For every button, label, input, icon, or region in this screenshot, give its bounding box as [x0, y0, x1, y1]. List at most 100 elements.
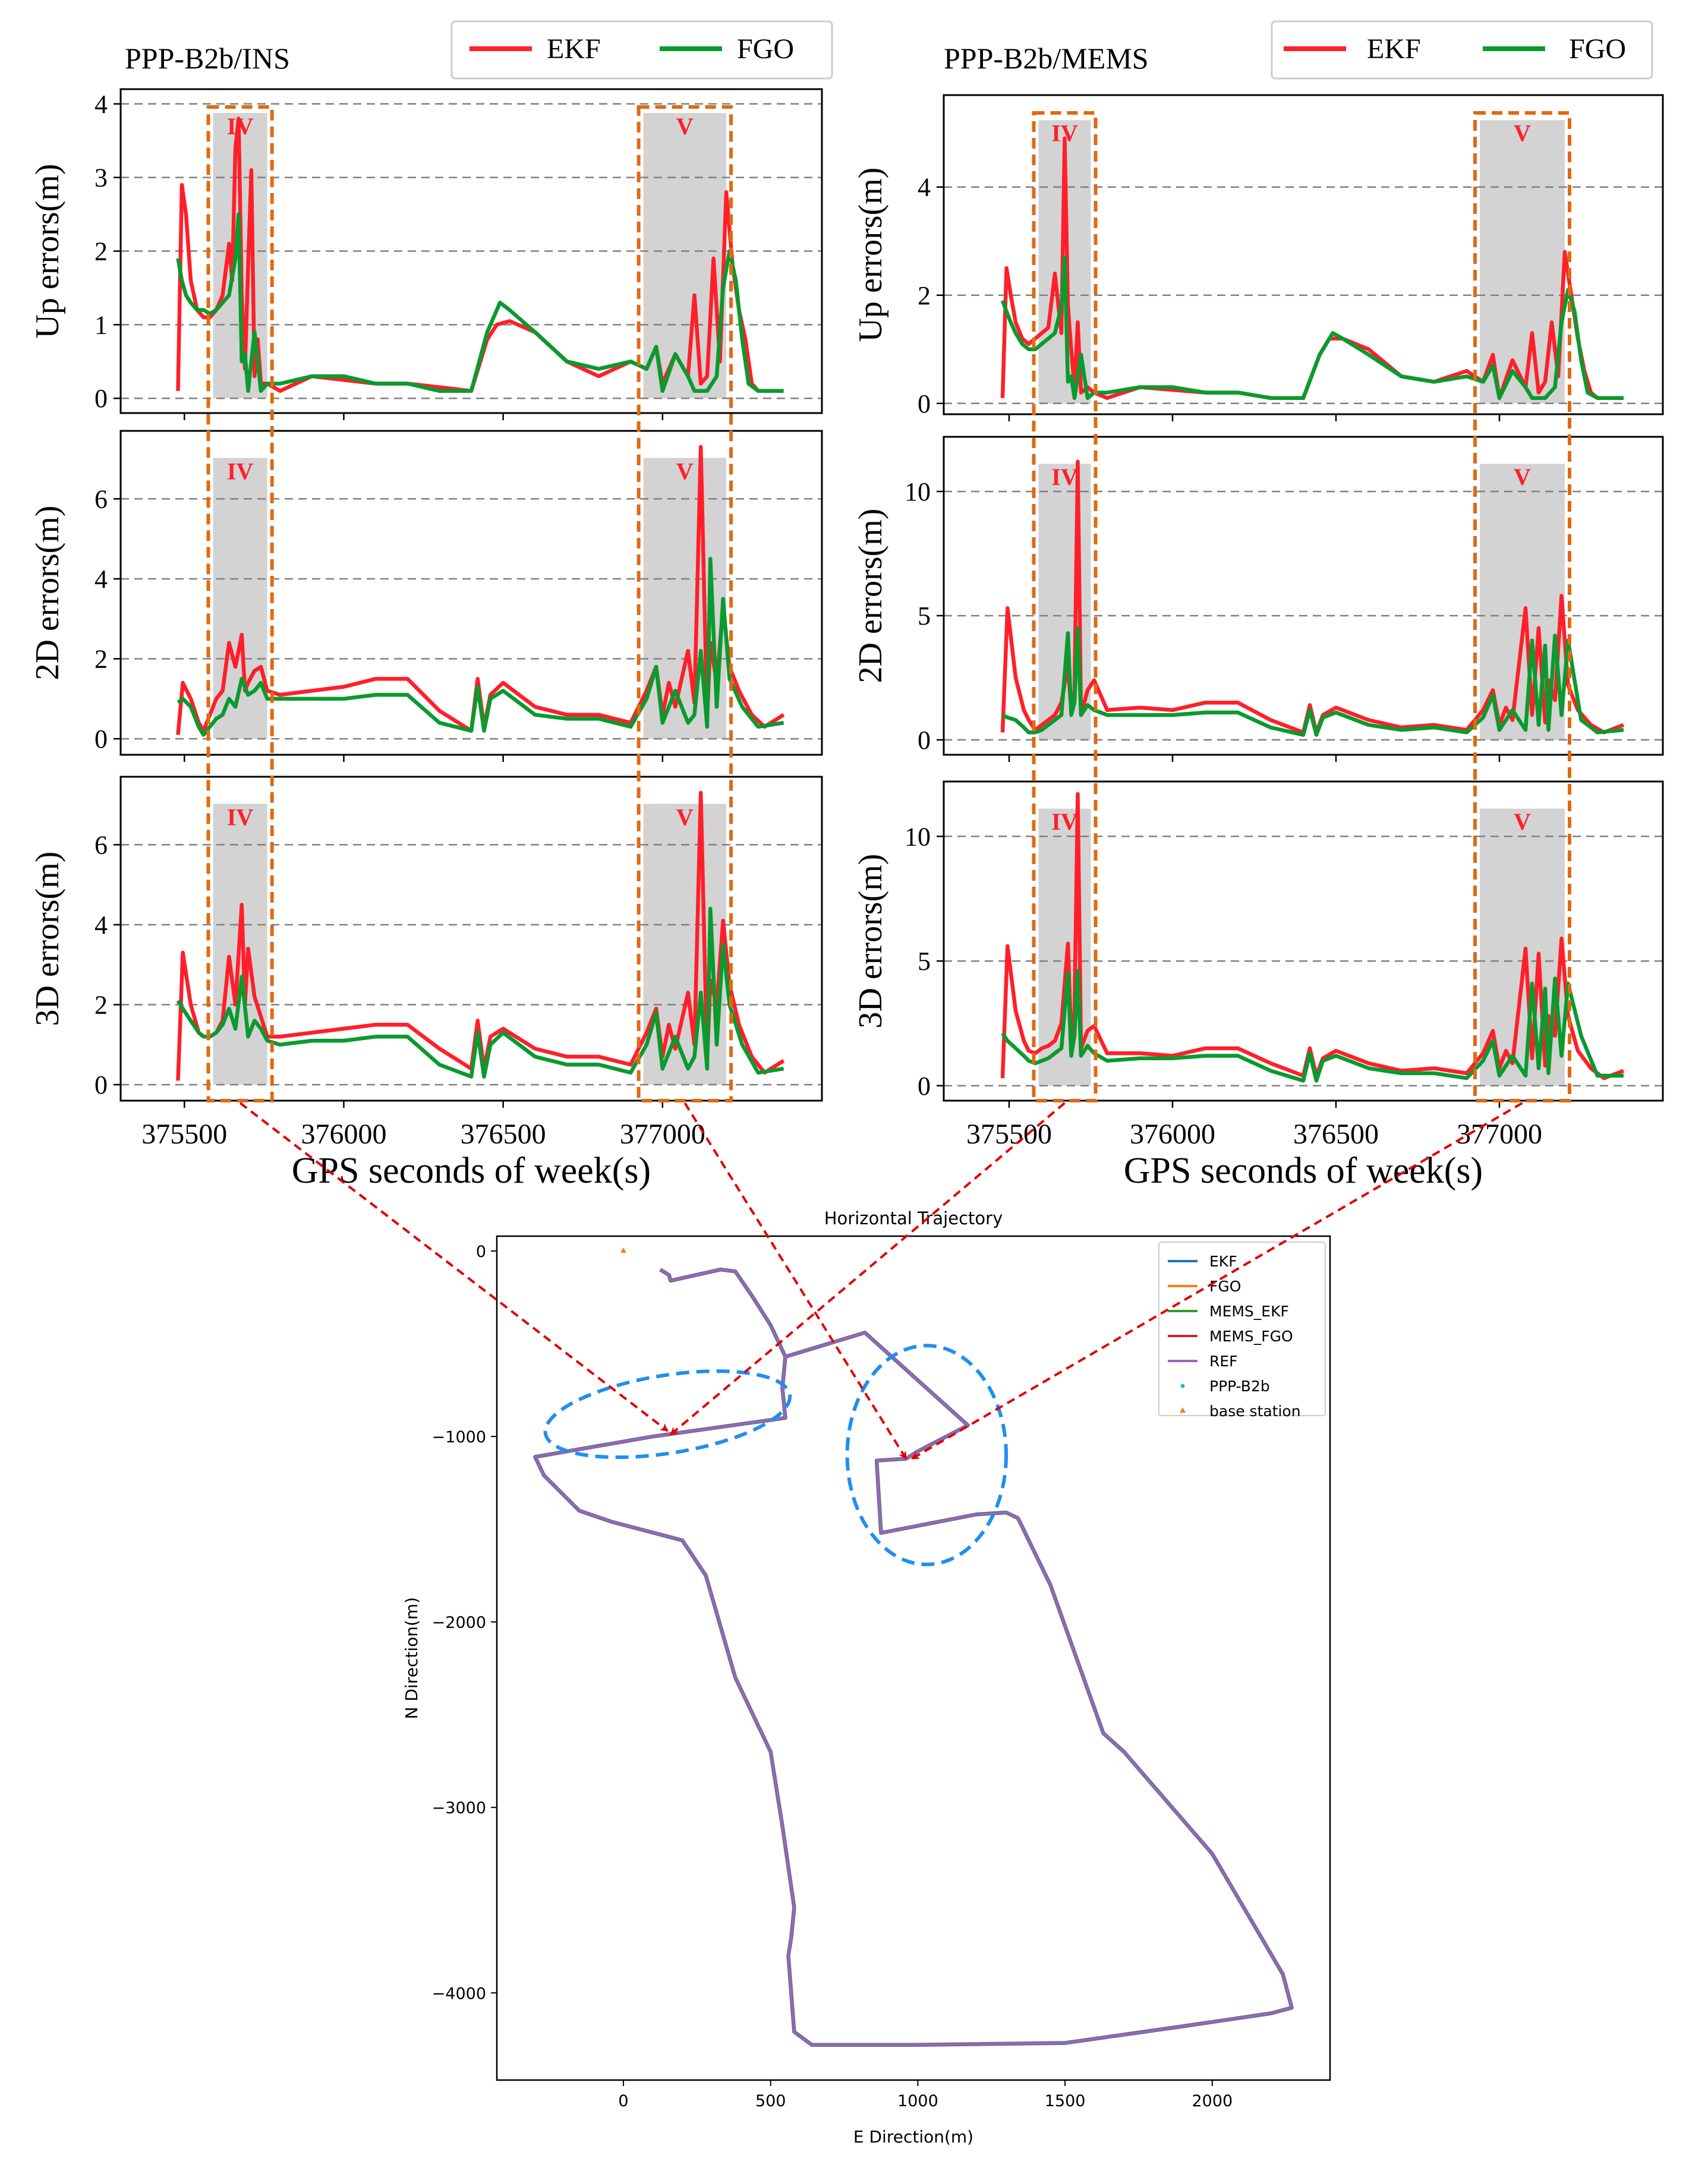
y-tick-label: 4 — [918, 173, 931, 202]
connector-arrows — [239, 1102, 1523, 1460]
y-axis-label: Up errors(m) — [852, 168, 889, 342]
series-ekf — [1000, 792, 1625, 1080]
mems-x-axis: 375500 376000 376500 377000 — [966, 1118, 1542, 1150]
y-axis-label: Up errors(m) — [29, 164, 66, 339]
y-tick-label: 2 — [94, 237, 108, 266]
zone-shade-IV — [1038, 464, 1091, 740]
y-tick-label: 5 — [918, 601, 931, 631]
subplot-frame — [119, 88, 823, 414]
traj-x-tick-label: 2000 — [1192, 2092, 1233, 2110]
y-tick-label: 3 — [94, 163, 108, 193]
ins-legend-ekf-label: EKF — [547, 33, 601, 65]
traj-x-tick-label: 500 — [755, 2092, 786, 2110]
series-fgo — [177, 557, 784, 737]
zone-label-IV: IV — [1051, 464, 1078, 490]
mems-3d-subplot: IV V 0 5 10 3D errors(m) — [852, 780, 1664, 1108]
ins-legend[interactable]: EKF FGO — [450, 20, 833, 80]
zone-label-IV: IV — [227, 804, 254, 830]
zone-label-V: V — [1514, 464, 1531, 490]
zone-label-V: V — [676, 804, 694, 830]
x-tick-label: 375500 — [966, 1118, 1052, 1150]
zone-ellipse-1 — [845, 1344, 1009, 1567]
traj-y-tick-label: −3000 — [432, 1799, 486, 1817]
x-tick-label: 376500 — [461, 1118, 546, 1150]
series-fgo — [176, 906, 784, 1079]
ins-x-axis: 375500 376000 376500 377000 — [141, 1118, 705, 1150]
zone-shade-IV — [213, 458, 267, 739]
base-station-marker — [620, 1247, 627, 1253]
traj-legend-label: MEMS_FGO — [1209, 1328, 1293, 1345]
y-tick-label: 0 — [94, 1070, 108, 1099]
y-tick-label: 4 — [94, 90, 108, 119]
trajectory-title: Horizontal Trajectory — [824, 1208, 1003, 1228]
traj-y-tick-label: −4000 — [432, 1984, 486, 2003]
traj-y-tick-label: 0 — [476, 1243, 486, 1261]
y-tick-label: 0 — [918, 726, 931, 755]
zone-label-IV: IV — [227, 458, 254, 484]
zone-box-IV — [206, 105, 274, 1102]
y-tick-label: 4 — [94, 910, 108, 940]
trajectory-legend-frame — [1158, 1242, 1326, 1416]
subplot-frame — [943, 94, 1664, 415]
trajectory-paths — [533, 1247, 1294, 2047]
mems-panel-title: PPP-B2b/MEMS — [944, 42, 1149, 75]
y-tick-label: 2 — [918, 281, 931, 310]
series-fgo — [1000, 255, 1624, 400]
y-tick-label: 4 — [94, 565, 108, 594]
connector-arrow-1 — [683, 1102, 907, 1460]
y-axis-label: 3D errors(m) — [29, 852, 66, 1026]
y-tick-label: 0 — [918, 389, 931, 418]
ins-panel-title: PPP-B2b/INS — [125, 42, 290, 75]
y-tick-label: 0 — [918, 1072, 931, 1101]
y-tick-label: 0 — [94, 384, 108, 413]
trajectory-y-label: N Direction(m) — [402, 1597, 421, 1719]
x-tick-label: 377000 — [620, 1118, 705, 1150]
ins-x-axis-label: GPS seconds of week(s) — [292, 1151, 651, 1191]
ins-legend-fgo-label: FGO — [737, 33, 794, 65]
mems-legend-ekf-label: EKF — [1367, 33, 1421, 65]
y-tick-label: 2 — [94, 991, 108, 1020]
traj-legend-swatch — [1180, 1407, 1186, 1413]
mems-legend-frame — [1271, 20, 1653, 80]
traj-legend-label: base station — [1209, 1403, 1301, 1420]
series-fgo — [1001, 969, 1624, 1083]
traj-legend-label: REF — [1209, 1353, 1238, 1370]
y-axis-label: 2D errors(m) — [852, 509, 889, 683]
zone-box-V — [636, 105, 733, 1102]
traj-x-tick-label: 1000 — [897, 2092, 938, 2110]
traj-legend-label: PPP-B2b — [1209, 1378, 1270, 1395]
series-ekf — [1000, 459, 1625, 735]
connector-arrow-2 — [669, 1102, 1066, 1436]
y-tick-label: 0 — [94, 724, 108, 754]
trajectory-legend[interactable]: EKF FGO MEMS_EKF MEMS_FGO REF PPP-B2b base sta… — [1158, 1242, 1326, 1420]
traj-legend-swatch — [1180, 1384, 1185, 1388]
trajectory-line-3 — [534, 1268, 1293, 2046]
zone-label-V: V — [676, 458, 694, 484]
x-tick-label: 376000 — [301, 1118, 386, 1150]
trajectory-x-label: E Direction(m) — [853, 2127, 973, 2147]
subplot-frame — [943, 780, 1664, 1102]
mems-legend[interactable]: EKF FGO — [1271, 20, 1653, 80]
x-tick-label: 376500 — [1293, 1118, 1379, 1150]
traj-x-tick-label: 1500 — [1045, 2092, 1086, 2110]
zone-label-V: V — [676, 113, 694, 140]
ins-panel: PPP-B2b/INS EKF FGO IV V 0 1 2 3 4 Up errors(m)… — [29, 20, 833, 1191]
zone-ellipse-0 — [543, 1369, 792, 1460]
subplot-frame — [943, 436, 1664, 756]
connector-arrow-0 — [239, 1102, 669, 1432]
mems-x-axis-label: GPS seconds of week(s) — [1124, 1151, 1483, 1191]
y-tick-label: 6 — [94, 484, 108, 513]
traj-y-tick-label: −1000 — [432, 1428, 486, 1447]
traj-legend-label: MEMS_EKF — [1209, 1303, 1289, 1320]
x-tick-label: 375500 — [141, 1118, 227, 1150]
ins-2d-subplot: IV V 0 2 4 6 2D errors(m) — [29, 430, 823, 762]
traj-legend-label: EKF — [1209, 1253, 1237, 1270]
y-axis-label: 2D errors(m) — [29, 506, 66, 680]
y-tick-label: 6 — [94, 830, 108, 859]
mems-legend-fgo-label: FGO — [1569, 33, 1626, 65]
y-tick-label: 10 — [905, 477, 931, 506]
trajectory-plot: Horizontal Trajectory 0 500 1000 1500 2000 0 −… — [402, 1208, 1331, 2147]
